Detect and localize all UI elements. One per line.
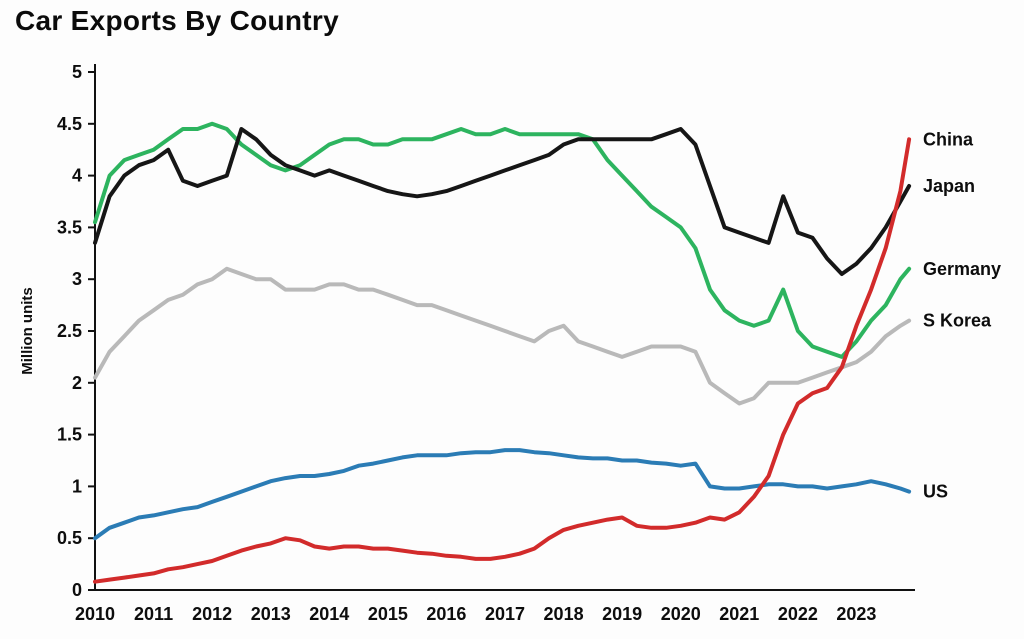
y-tick-label: 1.5 xyxy=(57,425,82,445)
x-tick-label: 2013 xyxy=(251,604,291,624)
series-line-germany xyxy=(93,121,912,359)
series-label-us: US xyxy=(923,482,948,502)
y-tick-label: 4.5 xyxy=(57,114,82,134)
x-tick-label: 2015 xyxy=(368,604,408,624)
y-tick-label: 2 xyxy=(72,373,82,393)
x-tick-label: 2016 xyxy=(426,604,466,624)
y-tick-label: 2.5 xyxy=(57,321,82,341)
y-tick-label: 3.5 xyxy=(57,217,82,237)
series-label-s-korea: S Korea xyxy=(923,311,992,331)
x-tick-label: 2017 xyxy=(485,604,525,624)
series-line-s-korea xyxy=(93,266,912,406)
series-line-china xyxy=(93,137,912,584)
series-label-germany: Germany xyxy=(923,259,1001,279)
x-tick-label: 2018 xyxy=(544,604,584,624)
x-tick-label: 2010 xyxy=(75,604,115,624)
x-tick-label: 2012 xyxy=(192,604,232,624)
y-tick-label: 1 xyxy=(72,476,82,496)
y-tick-label: 5 xyxy=(72,62,82,82)
x-tick-label: 2020 xyxy=(661,604,701,624)
series-line-us xyxy=(93,448,912,541)
series-line-japan xyxy=(93,127,912,276)
y-axis-title: Million units xyxy=(19,287,36,375)
series-label-japan: Japan xyxy=(923,176,975,196)
chart-title: Car Exports By Country xyxy=(15,5,339,36)
x-tick-label: 2014 xyxy=(309,604,349,624)
y-tick-label: 3 xyxy=(72,269,82,289)
y-tick-label: 4 xyxy=(72,166,82,186)
x-tick-label: 2023 xyxy=(836,604,876,624)
x-tick-label: 2011 xyxy=(134,604,173,624)
x-tick-label: 2022 xyxy=(778,604,818,624)
y-tick-label: 0.5 xyxy=(57,528,82,548)
series-label-china: China xyxy=(923,129,974,149)
x-tick-label: 2019 xyxy=(602,604,642,624)
y-tick-label: 0 xyxy=(72,580,82,600)
x-tick-label: 2021 xyxy=(719,604,759,624)
